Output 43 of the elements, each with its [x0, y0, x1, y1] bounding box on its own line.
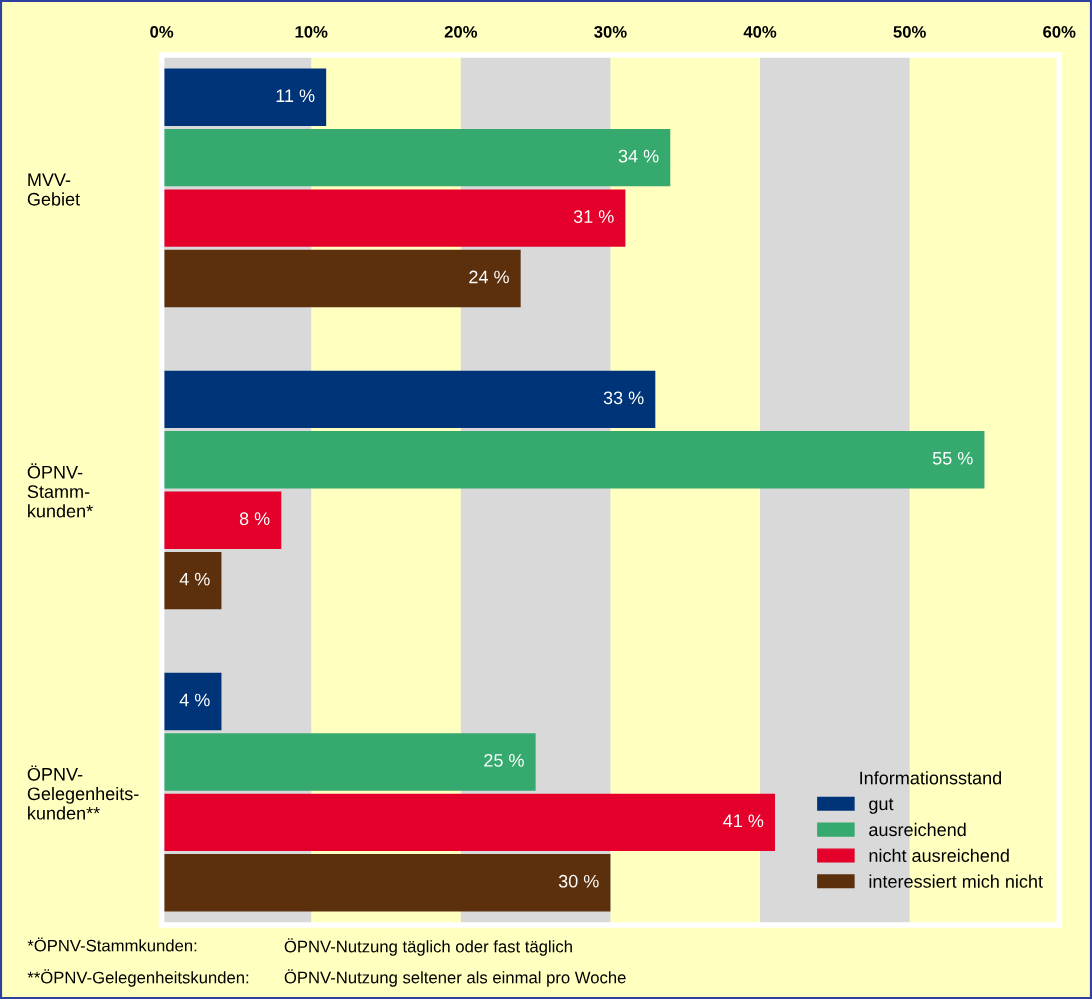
x-tick-label: 10%	[295, 25, 328, 38]
data-label: 24 %	[469, 270, 509, 284]
data-label: 55 %	[932, 451, 973, 465]
data-label: 25 %	[484, 753, 524, 767]
legend-label: nicht ausreichend	[869, 848, 1009, 862]
legend-title: Informationsstand	[860, 771, 1002, 785]
y-tick-label: MVV- Gebiet	[27, 173, 80, 206]
data-label: 4 %	[179, 693, 210, 707]
bar	[161, 491, 282, 549]
bar	[161, 733, 536, 791]
data-label: 30 %	[558, 874, 599, 888]
text: *ÖPNV-Stammkunden:	[27, 937, 197, 952]
data-label: 33 %	[603, 391, 644, 405]
data-label: 11 %	[276, 89, 315, 103]
x-tick-label: 20%	[444, 25, 478, 38]
bar	[161, 189, 626, 247]
bar	[161, 793, 775, 852]
data-label: 41 %	[723, 814, 764, 828]
legend-label: interessiert mich nicht	[869, 874, 1043, 888]
bar	[161, 370, 656, 429]
bar	[161, 128, 671, 187]
legend-label: ausreichend	[869, 822, 966, 837]
y-tick-label: ÖPNV- Stamm- kunden*	[27, 463, 93, 518]
data-label: 31 %	[573, 210, 614, 223]
x-tick-label: 30%	[594, 25, 627, 38]
bar	[161, 249, 521, 308]
x-tick-label: 60%	[1043, 25, 1076, 38]
bar	[161, 68, 327, 126]
text: **ÖPNV-Gelegenheitskunden:	[27, 969, 249, 987]
text: ÖPNV-Nutzung seltener als einmal pro Woche	[284, 969, 626, 987]
x-tick-label: 0%	[150, 25, 174, 38]
bar	[161, 551, 222, 610]
bar	[161, 431, 985, 489]
data-label: 8 %	[239, 512, 270, 526]
data-label: 4 %	[179, 572, 210, 586]
bar	[161, 672, 222, 731]
y-tick-label: ÖPNV- Gelegenheits- kunden**	[27, 765, 139, 820]
bar	[161, 854, 611, 912]
x-tick-label: 40%	[743, 25, 777, 38]
x-tick-label: 50%	[893, 25, 926, 38]
data-label: 34 %	[618, 149, 659, 163]
legend-label: gut	[869, 798, 894, 814]
text: ÖPNV-Nutzung täglich oder fast täglich	[284, 938, 572, 956]
